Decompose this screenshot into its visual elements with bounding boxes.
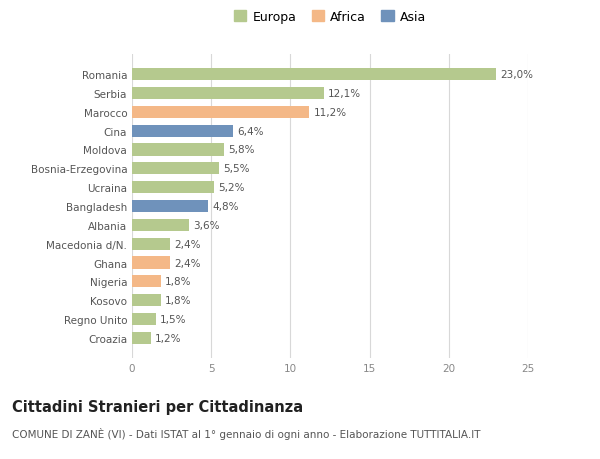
Text: 5,8%: 5,8% — [228, 145, 254, 155]
Text: 1,8%: 1,8% — [164, 296, 191, 306]
Text: Cittadini Stranieri per Cittadinanza: Cittadini Stranieri per Cittadinanza — [12, 399, 303, 414]
Text: 5,5%: 5,5% — [223, 164, 250, 174]
Bar — [132, 163, 219, 175]
Legend: Europa, Africa, Asia: Europa, Africa, Asia — [230, 7, 430, 27]
Text: 4,8%: 4,8% — [212, 202, 238, 212]
Bar — [132, 69, 496, 81]
Text: 1,8%: 1,8% — [164, 277, 191, 287]
Text: 11,2%: 11,2% — [313, 107, 346, 118]
Bar — [132, 294, 161, 307]
Text: 1,5%: 1,5% — [160, 314, 186, 325]
Text: 6,4%: 6,4% — [238, 126, 264, 136]
Bar — [132, 219, 189, 231]
Bar — [132, 144, 224, 156]
Bar — [132, 88, 323, 100]
Text: 3,6%: 3,6% — [193, 220, 220, 230]
Bar — [132, 125, 233, 137]
Bar — [132, 201, 208, 213]
Bar — [132, 106, 310, 119]
Text: 2,4%: 2,4% — [174, 258, 200, 268]
Bar — [132, 313, 156, 325]
Text: 1,2%: 1,2% — [155, 333, 181, 343]
Text: 2,4%: 2,4% — [174, 239, 200, 249]
Bar — [132, 332, 151, 344]
Text: 23,0%: 23,0% — [500, 70, 533, 80]
Text: COMUNE DI ZANÈ (VI) - Dati ISTAT al 1° gennaio di ogni anno - Elaborazione TUTTI: COMUNE DI ZANÈ (VI) - Dati ISTAT al 1° g… — [12, 427, 481, 439]
Text: 5,2%: 5,2% — [218, 183, 245, 193]
Bar — [132, 257, 170, 269]
Bar — [132, 238, 170, 250]
Bar — [132, 276, 161, 288]
Text: 12,1%: 12,1% — [328, 89, 361, 99]
Bar — [132, 182, 214, 194]
